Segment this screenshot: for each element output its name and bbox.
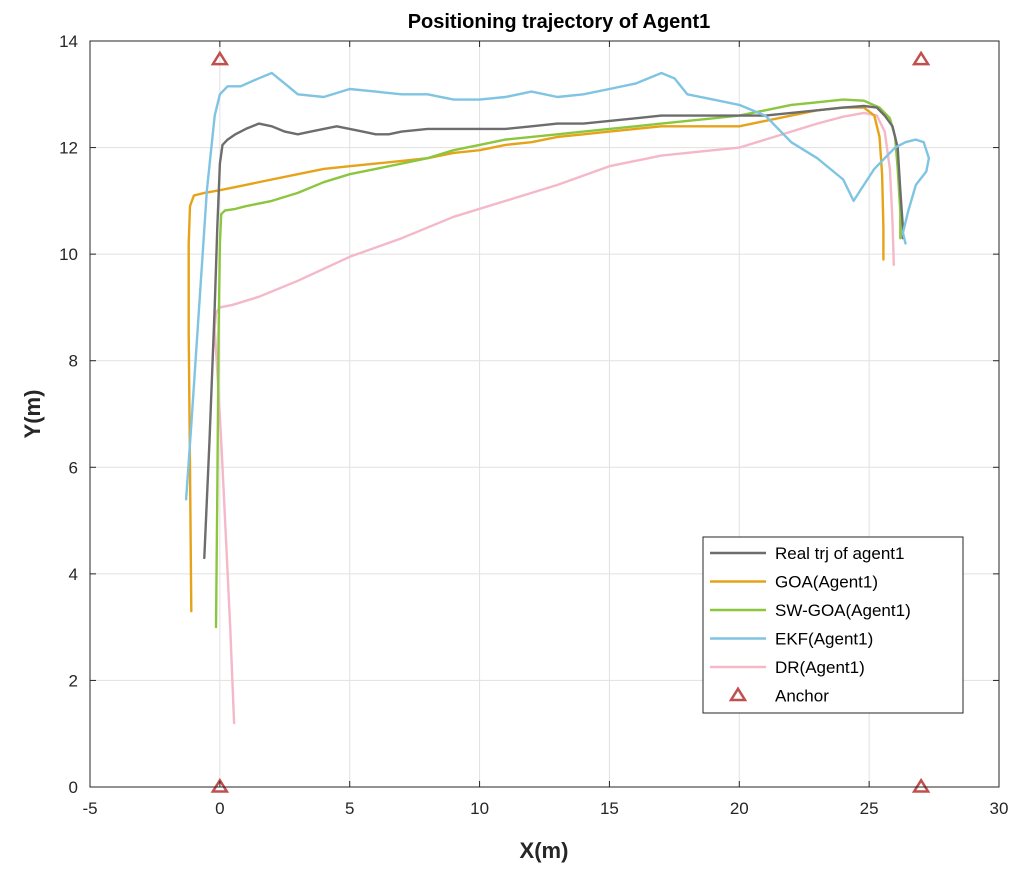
x-tick-label: -5 [82,799,97,818]
series-line-2 [214,98,902,629]
x-tick-label: 10 [470,799,489,818]
legend: Real trj of agent1 GOA(Agent1) SW-GOA(Agen… [702,536,964,714]
legend-label-0: Real trj of agent1 [775,544,904,563]
anchor-marker [210,777,230,793]
grid-lines [89,40,1000,788]
y-tick-label: 14 [59,32,78,51]
x-tick-label: 30 [990,799,1009,818]
x-tick-label: 25 [860,799,879,818]
anchor-marker [210,50,230,66]
series-line-0 [203,104,905,560]
anchor-marker [911,50,931,66]
legend-label-anchor: Anchor [775,687,829,706]
x-tick-label: 15 [600,799,619,818]
x-tick-label: 20 [730,799,749,818]
y-tick-label: 6 [69,458,78,477]
legend-box [702,536,964,714]
plot-frame [89,40,1000,788]
anchor-marker [911,777,931,793]
y-tick-label: 8 [69,352,78,371]
y-tick-label: 10 [59,245,78,264]
x-axis-title: X(m) [520,838,569,863]
y-axis-title: Y(m) [20,390,45,439]
legend-swatch-anchor [728,686,748,702]
x-tick-label: 0 [215,799,224,818]
legend-label-2: SW-GOA(Agent1) [775,601,911,620]
legend-label-4: DR(Agent1) [775,658,865,677]
series-line-3 [184,71,931,501]
x-tick-label: 5 [345,799,354,818]
y-tick-label: 0 [69,778,78,797]
series-lines [184,71,931,725]
series-line-4 [213,111,895,725]
chart-title: Positioning trajectory of Agent1 [408,11,711,33]
y-tick-label: 4 [69,565,78,584]
y-tick-label: 2 [69,671,78,690]
legend-label-1: GOA(Agent1) [775,573,878,592]
y-tick-label: 12 [59,139,78,158]
legend-label-3: EKF(Agent1) [775,630,873,649]
anchor-markers [210,50,931,793]
